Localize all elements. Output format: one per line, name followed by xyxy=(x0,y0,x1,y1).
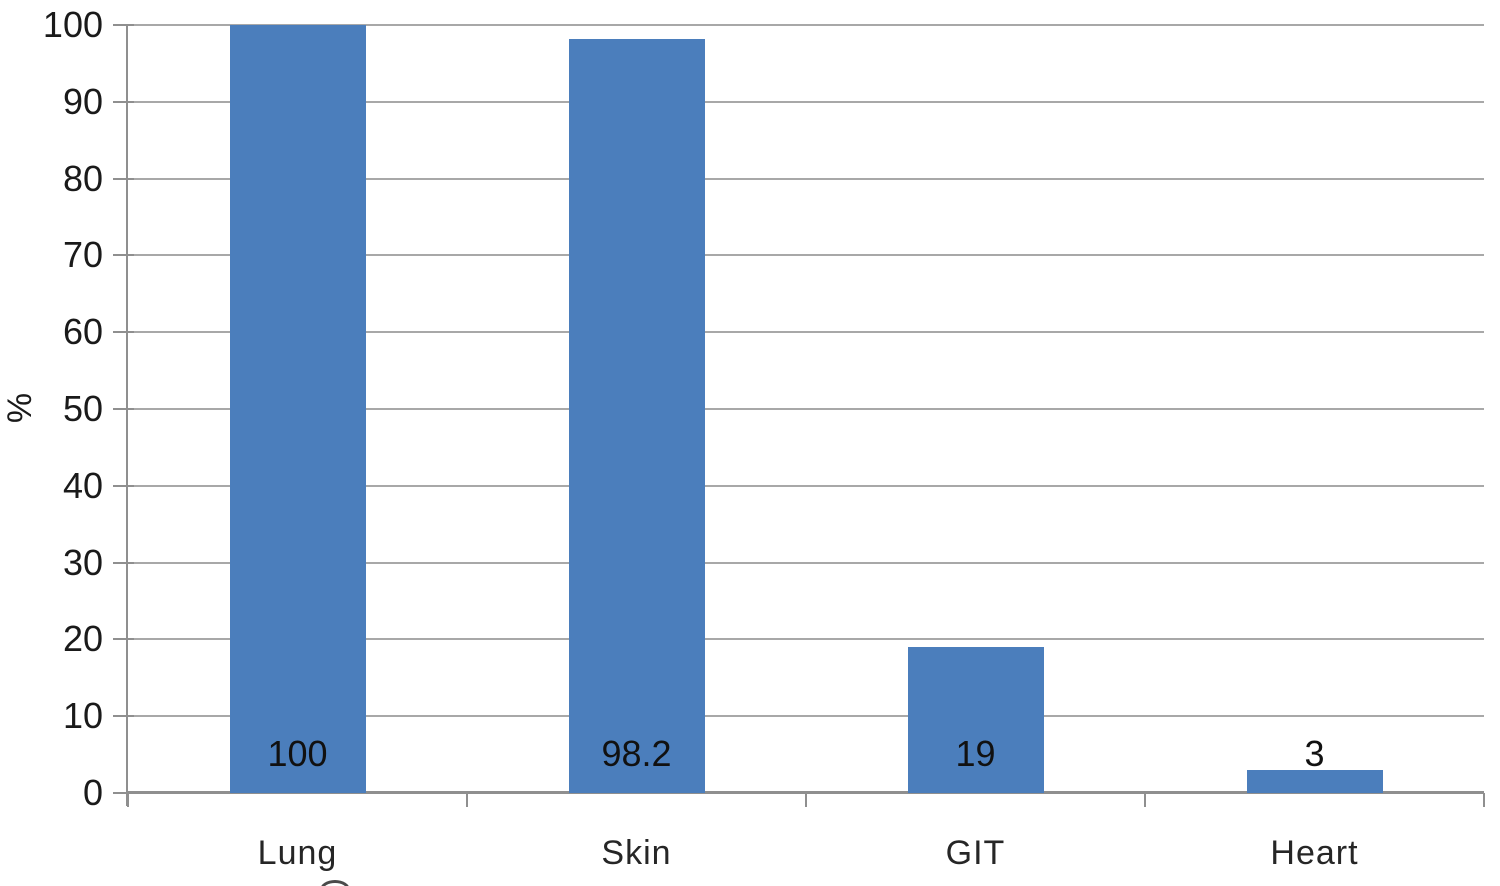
y-axis-tick xyxy=(113,100,134,103)
y-axis-tick xyxy=(113,484,134,487)
x-axis-tick xyxy=(127,793,129,807)
x-axis-line xyxy=(126,791,1484,794)
y-tick-label: 80 xyxy=(62,157,103,199)
y-tick-label: 60 xyxy=(62,311,103,353)
y-axis-line xyxy=(126,25,128,806)
y-tick-label: 50 xyxy=(62,388,103,429)
gridline xyxy=(128,24,1484,26)
bar xyxy=(229,25,366,793)
y-axis-tick xyxy=(113,792,134,794)
cropped-glyph-artifact xyxy=(320,880,350,886)
gridline xyxy=(128,638,1484,641)
x-category-label: Heart xyxy=(1270,834,1359,872)
bar-data-label: 98.2 xyxy=(601,733,672,774)
y-axis-tick xyxy=(113,638,134,641)
x-axis-tick xyxy=(1144,793,1146,807)
y-tick-label: 70 xyxy=(62,234,103,276)
y-tick-label: 10 xyxy=(62,695,103,737)
y-tick-label: 0 xyxy=(82,772,103,813)
gridline xyxy=(128,331,1484,334)
gridline xyxy=(128,100,1484,103)
y-axis-tick xyxy=(113,715,134,718)
bar xyxy=(907,647,1044,793)
gridline xyxy=(128,561,1484,564)
y-tick-label: 20 xyxy=(62,618,103,660)
bar-data-label: 100 xyxy=(267,733,328,774)
y-tick-label: 40 xyxy=(62,464,103,506)
y-axis-tick xyxy=(113,24,134,26)
y-axis-tick xyxy=(113,331,134,334)
x-axis-tick xyxy=(1483,793,1485,807)
gridline xyxy=(128,715,1484,718)
x-axis-tick xyxy=(805,793,807,807)
gridline xyxy=(128,254,1484,257)
bar-data-label: 19 xyxy=(955,733,996,774)
y-tick-label: 90 xyxy=(62,80,103,122)
y-tick-label: 100 xyxy=(42,4,103,45)
gridline xyxy=(128,177,1484,180)
bar-data-label: 3 xyxy=(1304,733,1325,774)
bar xyxy=(1246,769,1383,793)
y-axis-tick xyxy=(113,177,134,180)
gridline xyxy=(128,484,1484,487)
y-axis-tick xyxy=(113,408,134,410)
y-axis-tick xyxy=(113,561,134,564)
y-tick-label: 30 xyxy=(62,541,103,583)
gridline xyxy=(128,408,1484,410)
x-axis-tick xyxy=(466,793,468,807)
x-category-label: Skin xyxy=(601,834,672,872)
x-category-label: Lung xyxy=(257,834,338,872)
y-axis-tick xyxy=(113,254,134,257)
bar xyxy=(568,38,705,793)
x-category-label: GIT xyxy=(945,834,1006,872)
